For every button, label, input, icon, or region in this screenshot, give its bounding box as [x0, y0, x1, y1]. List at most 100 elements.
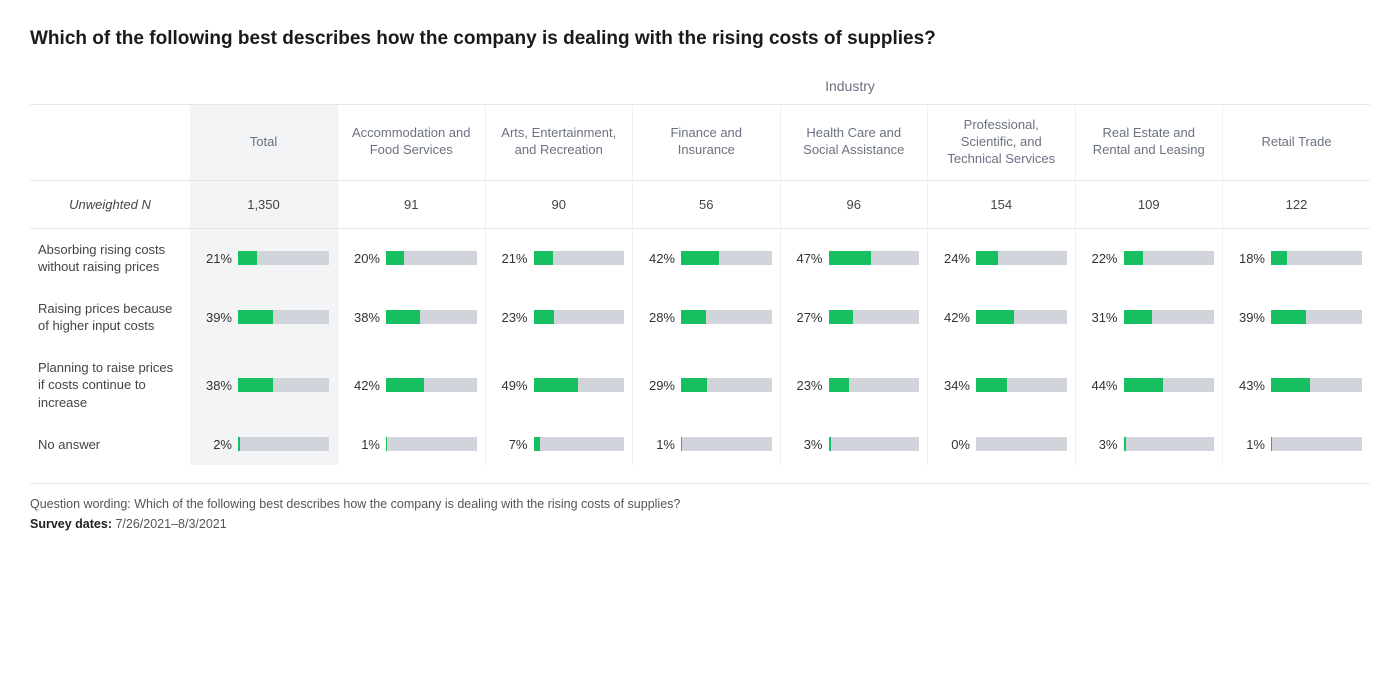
data-cell: 42% — [928, 288, 1076, 347]
percent-label: 31% — [1084, 310, 1118, 325]
data-cell: 38% — [338, 288, 486, 347]
percent-label: 49% — [494, 378, 528, 393]
bar-track — [681, 251, 772, 265]
bar-fill — [976, 310, 1014, 324]
footer-dates-text: 7/26/2021–8/3/2021 — [115, 517, 226, 531]
bar-track — [534, 251, 625, 265]
table-row: No answer2%1%7%1%3%0%3%1% — [30, 424, 1370, 466]
percent-label: 43% — [1231, 378, 1265, 393]
percent-label: 0% — [936, 437, 970, 452]
percent-label: 22% — [1084, 251, 1118, 266]
bar-track — [829, 437, 920, 451]
footer-wording-text: Which of the following best describes ho… — [134, 497, 680, 511]
bar-fill — [681, 437, 682, 451]
bar-track — [976, 378, 1067, 392]
bar-fill — [1124, 310, 1152, 324]
unweighted-n-cell: 90 — [485, 180, 633, 228]
bar-track — [534, 378, 625, 392]
data-cell: 27% — [780, 288, 928, 347]
unweighted-n-cell: 96 — [780, 180, 928, 228]
data-cell: 39% — [1223, 288, 1371, 347]
row-label: Raising prices because of higher input c… — [30, 288, 190, 347]
bar-track — [534, 437, 625, 451]
bar-fill — [534, 378, 578, 392]
bar-fill — [1124, 378, 1164, 392]
table-row: Absorbing rising costs without raising p… — [30, 228, 1370, 288]
bar-fill — [534, 251, 553, 265]
header-blank — [30, 105, 190, 181]
bar-fill — [386, 437, 387, 451]
bar-track — [238, 437, 329, 451]
data-cell: 28% — [633, 288, 781, 347]
bar-fill — [1271, 378, 1310, 392]
percent-label: 38% — [198, 378, 232, 393]
data-cell: 43% — [1223, 347, 1371, 424]
column-header: Accommodation and Food Services — [338, 105, 486, 181]
bar-fill — [829, 310, 853, 324]
bar-fill — [829, 378, 850, 392]
data-cell: 7% — [485, 424, 633, 466]
unweighted-n-cell: 1,350 — [190, 180, 338, 228]
data-cell: 21% — [190, 228, 338, 288]
bar-track — [829, 310, 920, 324]
percent-label: 23% — [789, 378, 823, 393]
bar-track — [238, 310, 329, 324]
unweighted-n-cell: 109 — [1075, 180, 1223, 228]
bar-fill — [1124, 437, 1127, 451]
data-cell: 42% — [633, 228, 781, 288]
data-cell: 1% — [1223, 424, 1371, 466]
column-header: Total — [190, 105, 338, 181]
bar-fill — [1271, 437, 1272, 451]
unweighted-n-cell: 91 — [338, 180, 486, 228]
percent-label: 2% — [198, 437, 232, 452]
percent-label: 1% — [641, 437, 675, 452]
bar-track — [238, 378, 329, 392]
data-cell: 2% — [190, 424, 338, 466]
chart-title: Which of the following best describes ho… — [30, 28, 1370, 50]
bar-track — [1124, 378, 1215, 392]
percent-label: 42% — [936, 310, 970, 325]
percent-label: 39% — [198, 310, 232, 325]
data-cell: 18% — [1223, 228, 1371, 288]
bar-track — [681, 437, 772, 451]
data-cell: 23% — [780, 347, 928, 424]
bar-track — [386, 310, 477, 324]
bar-fill — [976, 378, 1007, 392]
table-row: Planning to raise prices if costs contin… — [30, 347, 1370, 424]
bar-track — [386, 437, 477, 451]
bar-fill — [1271, 251, 1287, 265]
bar-fill — [386, 310, 420, 324]
table-row: Raising prices because of higher input c… — [30, 288, 1370, 347]
row-label: Planning to raise prices if costs contin… — [30, 347, 190, 424]
unweighted-n-label: Unweighted N — [30, 180, 190, 228]
percent-label: 1% — [346, 437, 380, 452]
percent-label: 39% — [1231, 310, 1265, 325]
bar-fill — [386, 251, 404, 265]
percent-label: 42% — [641, 251, 675, 266]
column-header: Arts, Entertainment, and Recreation — [485, 105, 633, 181]
data-cell: 34% — [928, 347, 1076, 424]
percent-label: 24% — [936, 251, 970, 266]
data-cell: 21% — [485, 228, 633, 288]
percent-label: 23% — [494, 310, 528, 325]
percent-label: 47% — [789, 251, 823, 266]
percent-label: 7% — [494, 437, 528, 452]
bar-track — [1124, 310, 1215, 324]
bar-fill — [1124, 251, 1144, 265]
bar-track — [829, 251, 920, 265]
bar-fill — [829, 251, 872, 265]
percent-label: 18% — [1231, 251, 1265, 266]
column-group-header: Industry — [30, 78, 1370, 94]
data-cell: 47% — [780, 228, 928, 288]
bar-fill — [1271, 310, 1306, 324]
table-body: Unweighted N 1,35091905696154109122 Abso… — [30, 180, 1370, 465]
unweighted-n-cell: 122 — [1223, 180, 1371, 228]
data-cell: 20% — [338, 228, 486, 288]
bar-track — [1271, 437, 1362, 451]
data-table: TotalAccommodation and Food ServicesArts… — [30, 104, 1370, 465]
bar-fill — [238, 251, 257, 265]
bar-fill — [976, 251, 998, 265]
bar-fill — [681, 310, 706, 324]
unweighted-n-row: Unweighted N 1,35091905696154109122 — [30, 180, 1370, 228]
footer-wording-label: Question wording: — [30, 497, 131, 511]
